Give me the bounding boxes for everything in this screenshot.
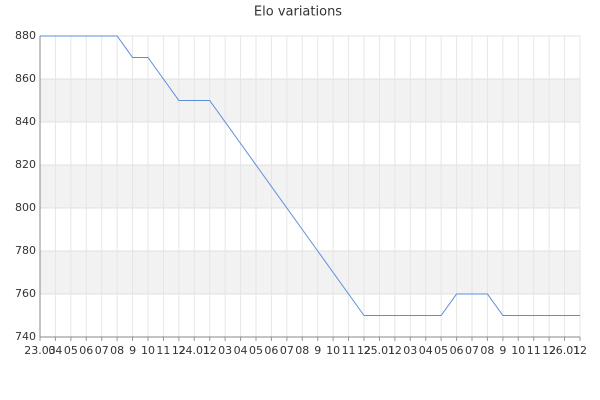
x-tick-label: 12: [172, 344, 186, 357]
y-tick-label: 840: [15, 115, 36, 128]
y-tick-label: 860: [15, 72, 36, 85]
x-tick-label: 05: [434, 344, 448, 357]
x-tick-label: 12: [203, 344, 217, 357]
y-tick-label: 780: [15, 244, 36, 257]
x-tick-label: 23.03: [24, 344, 56, 357]
x-tick-label: 03: [403, 344, 417, 357]
x-tick-label: 05: [249, 344, 263, 357]
x-tick-label: 03: [218, 344, 232, 357]
x-tick-label: 11: [527, 344, 541, 357]
x-tick-label: 12: [357, 344, 371, 357]
x-tick-label: 06: [450, 344, 464, 357]
y-tick-label: 740: [15, 330, 36, 343]
x-tick-label: 12: [573, 344, 587, 357]
grid-band: [40, 79, 580, 122]
line: [40, 35, 580, 316]
x-tick-label: 08: [110, 344, 124, 357]
x-tick-label: 25.01: [364, 344, 396, 357]
grid-band: [40, 251, 580, 294]
x-tick-label: 11: [156, 344, 170, 357]
x-tick-label: 06: [264, 344, 278, 357]
x-tick-label: 04: [234, 344, 248, 357]
x-tick-label: 10: [326, 344, 340, 357]
x-tick-label: 06: [79, 344, 93, 357]
x-tick-label: 24.01: [179, 344, 211, 357]
x-tick-label: 04: [48, 344, 62, 357]
x-tick-label: 9: [314, 344, 321, 357]
x-tick-label: 08: [295, 344, 309, 357]
x-tick-label: 05: [64, 344, 78, 357]
x-tick-label: 07: [95, 344, 109, 357]
y-tick-label: 800: [15, 201, 36, 214]
x-tick-label: 04: [419, 344, 433, 357]
x-tick-label: 07: [465, 344, 479, 357]
x-tick-label: 26.01: [549, 344, 581, 357]
grid-band: [40, 165, 580, 208]
x-tick-label: 10: [141, 344, 155, 357]
y-tick-label: 760: [15, 287, 36, 300]
x-tick-label: 10: [511, 344, 525, 357]
x-tick-label: 07: [280, 344, 294, 357]
x-tick-label: 08: [480, 344, 494, 357]
x-tick-label: 11: [342, 344, 356, 357]
x-tick-label: 12: [388, 344, 402, 357]
x-tick-label: 12: [542, 344, 556, 357]
x-tick-label: 9: [129, 344, 136, 357]
x-tick-label: 9: [499, 344, 506, 357]
chart-title: Elo variations: [254, 5, 342, 20]
y-tick-label: 820: [15, 158, 36, 171]
y-tick-label: 880: [15, 29, 36, 42]
